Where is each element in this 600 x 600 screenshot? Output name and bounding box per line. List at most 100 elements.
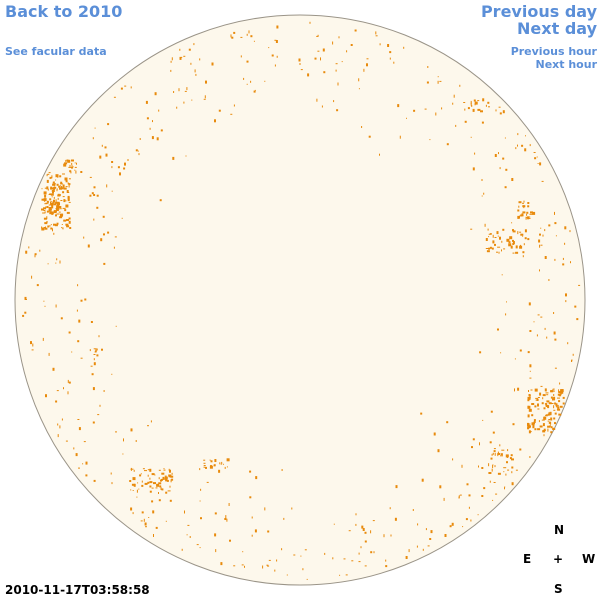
facula-speck [51, 205, 54, 209]
facula-speck [558, 413, 562, 416]
back-to-year-link[interactable]: Back to 2010 [5, 2, 123, 21]
facula-speck [155, 487, 158, 489]
facula-speck [48, 194, 52, 195]
facula-speck [193, 43, 195, 46]
facula-speck [553, 409, 556, 411]
facula-speck [489, 246, 492, 249]
facula-speck [181, 548, 183, 551]
facula-speck [470, 228, 473, 230]
facula-speck [527, 205, 530, 208]
facula-speck [554, 402, 557, 405]
facula-speck [93, 354, 96, 355]
next-hour-link[interactable]: Next hour [535, 58, 598, 71]
facula-speck [474, 101, 478, 105]
facula-speck [168, 475, 172, 478]
facula-speck [470, 136, 472, 138]
facula-speck [370, 530, 372, 534]
facula-speck [389, 57, 391, 60]
facula-speck [46, 174, 48, 177]
facula-speck [55, 208, 59, 211]
facula-speck [124, 162, 126, 166]
facula-speck [551, 403, 554, 404]
facula-speck [71, 159, 74, 162]
facula-speck [154, 474, 156, 476]
facula-speck [333, 100, 335, 103]
facula-speck [552, 388, 555, 390]
facula-speck [541, 402, 544, 405]
facula-speck [99, 404, 101, 407]
facula-speck [481, 179, 483, 181]
facula-speck [544, 327, 546, 330]
facula-speck [55, 214, 57, 217]
facula-speck [498, 251, 500, 254]
facula-speck [24, 311, 27, 314]
facula-speck [467, 107, 470, 110]
facula-speck [47, 263, 49, 265]
facula-speck [501, 240, 503, 243]
facula-speck [550, 390, 554, 393]
facula-speck [74, 166, 77, 168]
facula-speck [408, 549, 410, 553]
facula-speck [543, 416, 547, 420]
facula-speck [176, 106, 178, 109]
facula-speck [320, 57, 321, 61]
facula-speck [156, 483, 160, 487]
previous-day-link[interactable]: Previous day [480, 2, 597, 21]
facula-speck [557, 393, 560, 396]
facula-speck [533, 421, 536, 423]
facula-speck [512, 423, 515, 426]
facula-speck [104, 146, 107, 149]
facula-speck [150, 420, 152, 423]
facula-speck [421, 478, 424, 482]
previous-hour-link[interactable]: Previous hour [510, 45, 597, 58]
facula-speck [61, 224, 63, 225]
facula-speck [210, 460, 213, 463]
facula-speck [57, 197, 59, 200]
facula-speck [171, 478, 174, 481]
facula-speck [553, 405, 555, 409]
next-day-link[interactable]: Next day [517, 19, 597, 38]
facula-speck [194, 69, 196, 73]
facula-speck [547, 420, 550, 422]
facula-speck [87, 244, 90, 248]
facula-speck [528, 302, 531, 306]
facula-speck [385, 565, 388, 568]
facula-speck [485, 238, 488, 241]
facula-speck [165, 520, 167, 522]
facula-speck [264, 507, 266, 511]
facula-speck [68, 201, 71, 203]
facula-speck [51, 190, 55, 192]
facula-speck [132, 477, 136, 481]
facula-speck [159, 485, 162, 488]
facula-speck [160, 478, 163, 481]
facula-speck [416, 545, 418, 548]
facula-speck [179, 56, 182, 60]
facula-speck [525, 217, 528, 219]
facula-speck [67, 391, 69, 395]
facula-speck [550, 396, 553, 399]
facula-speck [96, 348, 98, 351]
facula-speck [515, 245, 518, 249]
facula-speck [268, 559, 271, 561]
facula-speck [291, 507, 293, 510]
facula-speck [520, 233, 524, 236]
facula-speck [521, 213, 524, 217]
facula-speck [43, 210, 46, 211]
facula-speck [140, 520, 143, 522]
facula-speck [203, 466, 206, 468]
facula-speck [60, 317, 63, 320]
facula-speck [52, 228, 53, 232]
facula-speck [52, 187, 55, 190]
facula-speck [553, 312, 555, 314]
facula-speck [183, 55, 186, 57]
facula-speck [136, 489, 138, 493]
facula-speck [71, 164, 73, 166]
facula-speck [533, 321, 535, 323]
facula-speck [65, 180, 68, 183]
see-facular-data-link[interactable]: See facular data [5, 45, 107, 58]
facula-speck [509, 236, 513, 240]
facula-speck [132, 490, 134, 491]
facula-speck [562, 257, 564, 260]
facula-speck [437, 76, 439, 78]
facula-speck [505, 454, 509, 458]
